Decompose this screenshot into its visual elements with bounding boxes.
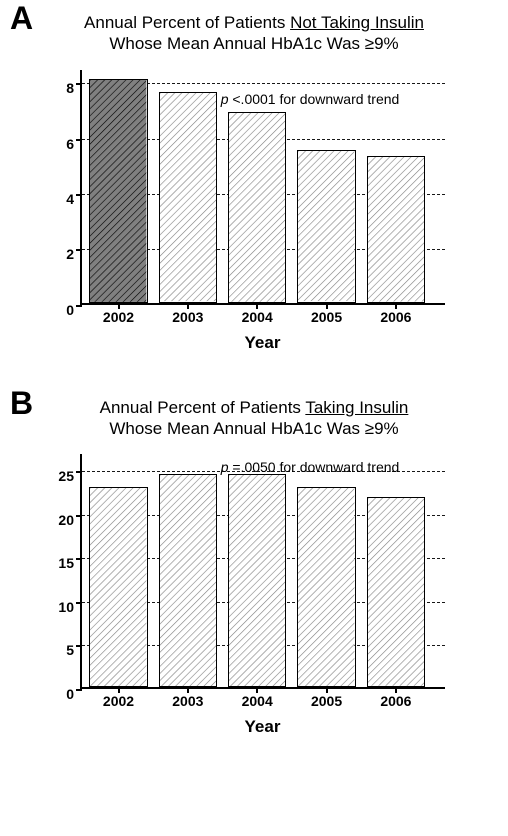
ytick-label: 0 bbox=[66, 686, 82, 702]
xtick-label: 2005 bbox=[311, 687, 342, 709]
bar bbox=[367, 497, 425, 687]
x-axis-label: Year bbox=[80, 333, 445, 353]
xtick-label: 2002 bbox=[103, 687, 134, 709]
bar-fill bbox=[298, 151, 354, 301]
bar-fill bbox=[368, 157, 424, 302]
plot-area: 02468 2002 2003 2004 bbox=[80, 70, 445, 305]
bar-fill bbox=[229, 475, 285, 686]
p-text: =.0050 for downward trend bbox=[232, 459, 399, 475]
xtick-label: 2003 bbox=[172, 303, 203, 325]
xtick-label: 2006 bbox=[380, 303, 411, 325]
chart-wrap: Percent of Patients02468 2002 2003 2004 bbox=[80, 70, 508, 353]
xtick-label: 2006 bbox=[380, 687, 411, 709]
bar-fill bbox=[160, 475, 216, 686]
figure-root: AAnnual Percent of Patients Not Taking I… bbox=[0, 0, 508, 737]
bar bbox=[159, 92, 217, 302]
bar bbox=[228, 112, 286, 303]
title-line-2: Whose Mean Annual HbA1c Was ≥9% bbox=[0, 33, 508, 54]
ytick-label: 6 bbox=[66, 136, 82, 152]
x-axis-label: Year bbox=[80, 717, 445, 737]
p-symbol: p bbox=[221, 459, 233, 475]
ytick-label: 10 bbox=[58, 599, 82, 615]
xtick-label: 2002 bbox=[103, 303, 134, 325]
xtick-label: 2003 bbox=[172, 687, 203, 709]
bar bbox=[89, 79, 147, 303]
title-text: Annual Percent of Patients bbox=[100, 398, 306, 417]
bar-fill bbox=[160, 93, 216, 301]
title-line-1: Annual Percent of Patients Taking Insuli… bbox=[0, 397, 508, 418]
title-line-2: Whose Mean Annual HbA1c Was ≥9% bbox=[0, 418, 508, 439]
panel-label: A bbox=[10, 0, 33, 37]
bar bbox=[297, 150, 355, 302]
ytick-label: 5 bbox=[66, 642, 82, 658]
panel-title: Annual Percent of Patients Not Taking In… bbox=[0, 8, 508, 55]
panel-A: AAnnual Percent of Patients Not Taking I… bbox=[0, 0, 508, 353]
title-underlined: Taking Insulin bbox=[305, 398, 408, 417]
bar-fill bbox=[90, 80, 146, 302]
xtick-label: 2004 bbox=[242, 687, 273, 709]
ytick-label: 4 bbox=[66, 191, 82, 207]
title-underlined: Not Taking Insulin bbox=[290, 13, 424, 32]
bar-fill bbox=[229, 113, 285, 302]
p-symbol: p bbox=[221, 91, 233, 107]
panel-title: Annual Percent of Patients Taking Insuli… bbox=[0, 393, 508, 440]
panel-label: B bbox=[10, 385, 33, 422]
bar bbox=[159, 474, 217, 687]
xtick-label: 2005 bbox=[311, 303, 342, 325]
plot-area: 0510152025 2002 2003 2004 bbox=[80, 454, 445, 689]
p-value-annotation: p =.0050 for downward trend bbox=[221, 459, 400, 475]
xtick-label: 2004 bbox=[242, 303, 273, 325]
ytick-label: 25 bbox=[58, 468, 82, 484]
bar bbox=[297, 487, 355, 687]
bar bbox=[228, 474, 286, 687]
bar bbox=[89, 487, 147, 687]
bar bbox=[367, 156, 425, 303]
bar-fill bbox=[298, 488, 354, 686]
title-line-1: Annual Percent of Patients Not Taking In… bbox=[0, 12, 508, 33]
bar-fill bbox=[90, 488, 146, 686]
chart-wrap: Percent of Patients0510152025 2002 2003 … bbox=[80, 454, 508, 737]
ytick-label: 2 bbox=[66, 246, 82, 262]
bar-fill bbox=[368, 498, 424, 686]
panel-B: BAnnual Percent of Patients Taking Insul… bbox=[0, 373, 508, 738]
ytick-label: 20 bbox=[58, 512, 82, 528]
ytick-label: 0 bbox=[66, 302, 82, 318]
ytick-label: 8 bbox=[66, 80, 82, 96]
p-text: <.0001 for downward trend bbox=[232, 91, 399, 107]
title-text: Annual Percent of Patients bbox=[84, 13, 290, 32]
p-value-annotation: p <.0001 for downward trend bbox=[221, 91, 400, 107]
ytick-label: 15 bbox=[58, 555, 82, 571]
